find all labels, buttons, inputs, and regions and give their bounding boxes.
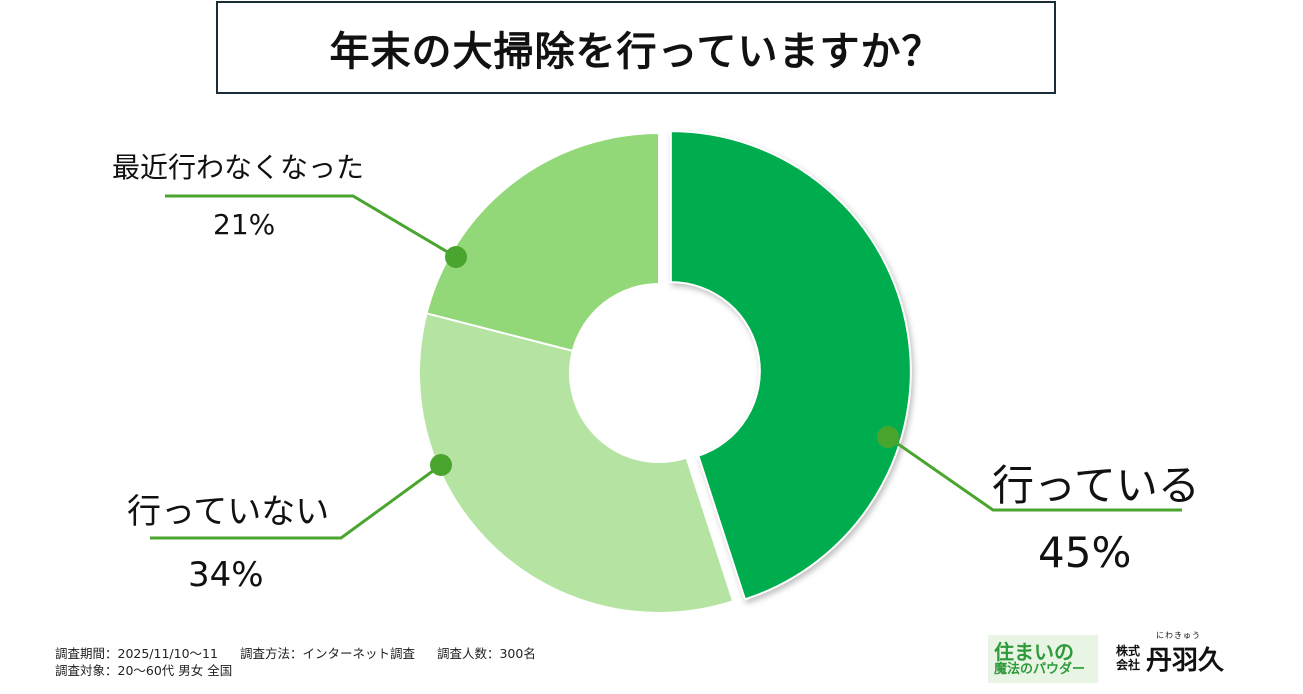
survey-period: 調査期間：2025/11/10～11 bbox=[55, 646, 218, 661]
slice-doing bbox=[669, 130, 912, 601]
slice-label-recently-stopped: 最近行わなくなった bbox=[112, 151, 365, 184]
leader-recently-stopped-dot bbox=[445, 246, 467, 268]
leader-not-doing-line bbox=[150, 463, 442, 540]
company-prefix-2: 会社 bbox=[1116, 657, 1141, 672]
leader-doing-line bbox=[887, 435, 1182, 512]
slice-recently-stopped bbox=[425, 131, 660, 353]
survey-method: 調査方法：インターネット調査 bbox=[239, 646, 415, 661]
company-name-text: 丹羽久 bbox=[1146, 646, 1225, 676]
slice-label-not-doing: 行っていない bbox=[127, 492, 330, 532]
survey-info-line-1: 調査期間：2025/11/10～11 調査方法：インターネット調査 調査人数：300… bbox=[55, 643, 558, 662]
logo-line-2: 魔法のパウダー bbox=[994, 661, 1086, 677]
leader-not-doing-dot bbox=[430, 454, 452, 476]
product-logo: 住まいの 魔法のパウダー bbox=[988, 635, 1098, 683]
survey-target: 調査対象：20～60代 男女 全国 bbox=[55, 663, 233, 678]
company-prefix: 株式 会社 bbox=[1116, 644, 1141, 672]
slice-value-doing: 45% bbox=[1038, 528, 1132, 577]
logo-line-1: 住まいの bbox=[994, 639, 1074, 664]
company-logo: 株式 会社 にわきゅう 丹羽久 bbox=[1116, 631, 1225, 677]
leader-recently-stopped-line bbox=[165, 194, 457, 259]
slice-value-not-doing: 34% bbox=[188, 555, 264, 595]
slice-label-doing: 行っている bbox=[992, 461, 1200, 510]
survey-count: 調査人数：300名 bbox=[436, 646, 536, 661]
slice-not-doing bbox=[418, 312, 735, 614]
company-name: にわきゅう 丹羽久 bbox=[1146, 631, 1225, 677]
company-prefix-1: 株式 bbox=[1116, 644, 1141, 659]
leader-doing-dot bbox=[877, 426, 899, 448]
chart-title: 年末の大掃除を行っていますか？ bbox=[216, 1, 1056, 94]
company-ruby: にわきゅう bbox=[1156, 631, 1202, 640]
slice-value-recently-stopped: 21% bbox=[213, 208, 276, 241]
